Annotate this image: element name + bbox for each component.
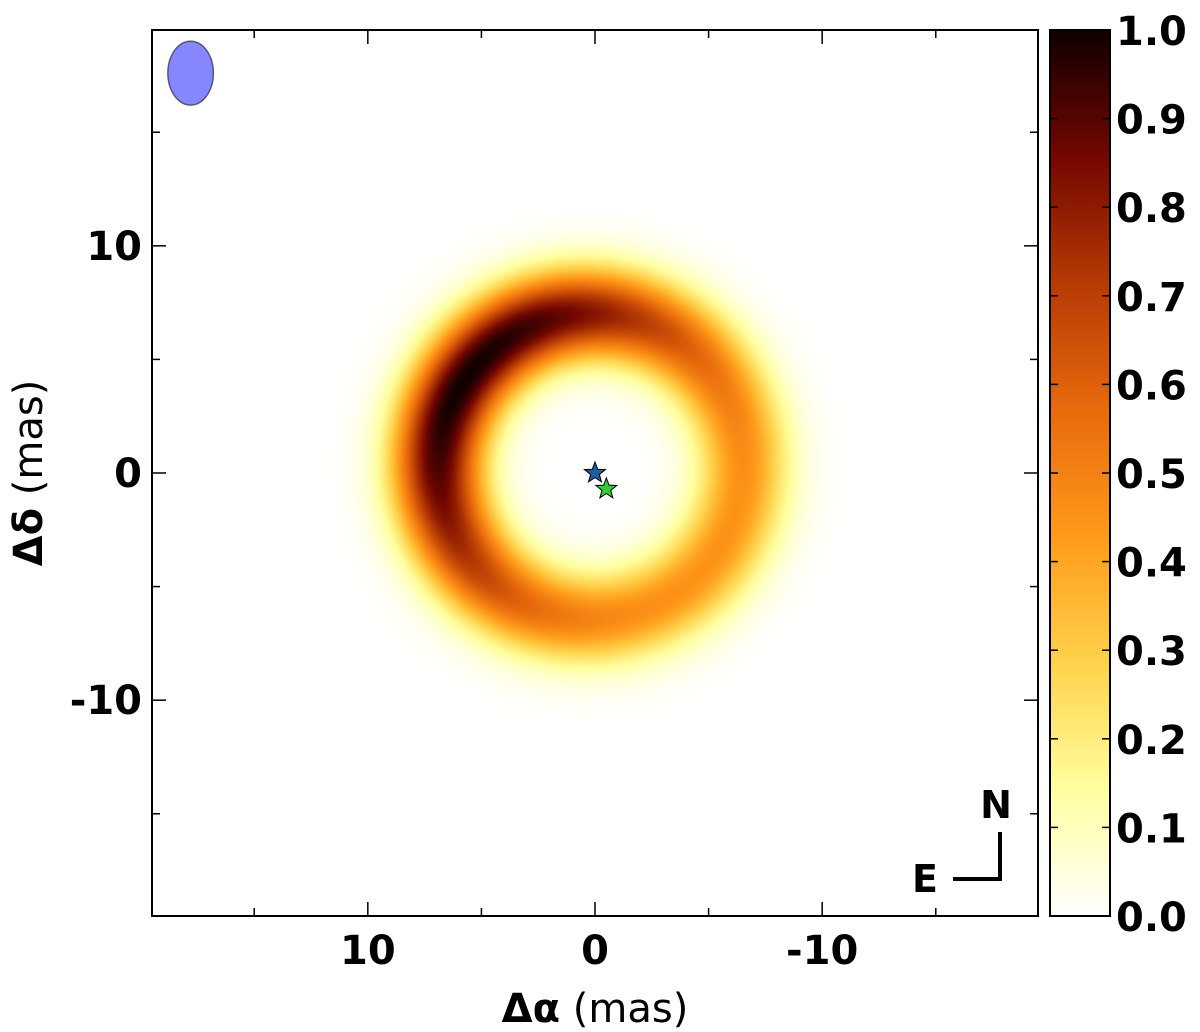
colorbar [1049,29,1111,917]
y-tick-label: 0 [114,451,142,497]
colorbar-tick-label: 0.0 [1116,895,1187,941]
primary-star-marker [583,460,607,484]
y-tick-label: 10 [86,224,142,270]
colorbar-tick-label: 0.6 [1116,363,1187,409]
colorbar-tick-label: 0.3 [1116,629,1187,675]
colorbar-ticks [1050,29,1110,917]
axis-ticks [152,30,1038,916]
colorbar-tick-label: 0.8 [1116,186,1187,232]
compass-arrows [953,832,1002,881]
colorbar-tick-label: 0.9 [1116,98,1187,144]
compass-east-label: E [912,857,938,901]
x-tick-label: 10 [340,928,396,974]
colorbar-tick-label: 0.5 [1116,452,1187,498]
y-tick-label: -10 [70,678,142,724]
beam-ellipse [167,40,215,106]
colorbar-tick-label: 0.7 [1116,275,1187,321]
colorbar-tick-label: 0.2 [1116,718,1187,764]
x-tick-label: -10 [786,928,858,974]
colorbar-tick-label: 0.1 [1116,806,1187,852]
colorbar-tick-label: 1.0 [1116,9,1187,55]
compass-north-label: N [980,783,1012,827]
x-axis-label: Δα (mas) [502,986,689,1032]
colorbar-tick-label: 0.4 [1116,541,1187,587]
secondary-star-marker [594,476,619,499]
x-tick-label: 0 [581,928,609,974]
compass-indicator: N E [912,783,1012,901]
y-axis-label: Δδ (mas) [6,380,52,567]
